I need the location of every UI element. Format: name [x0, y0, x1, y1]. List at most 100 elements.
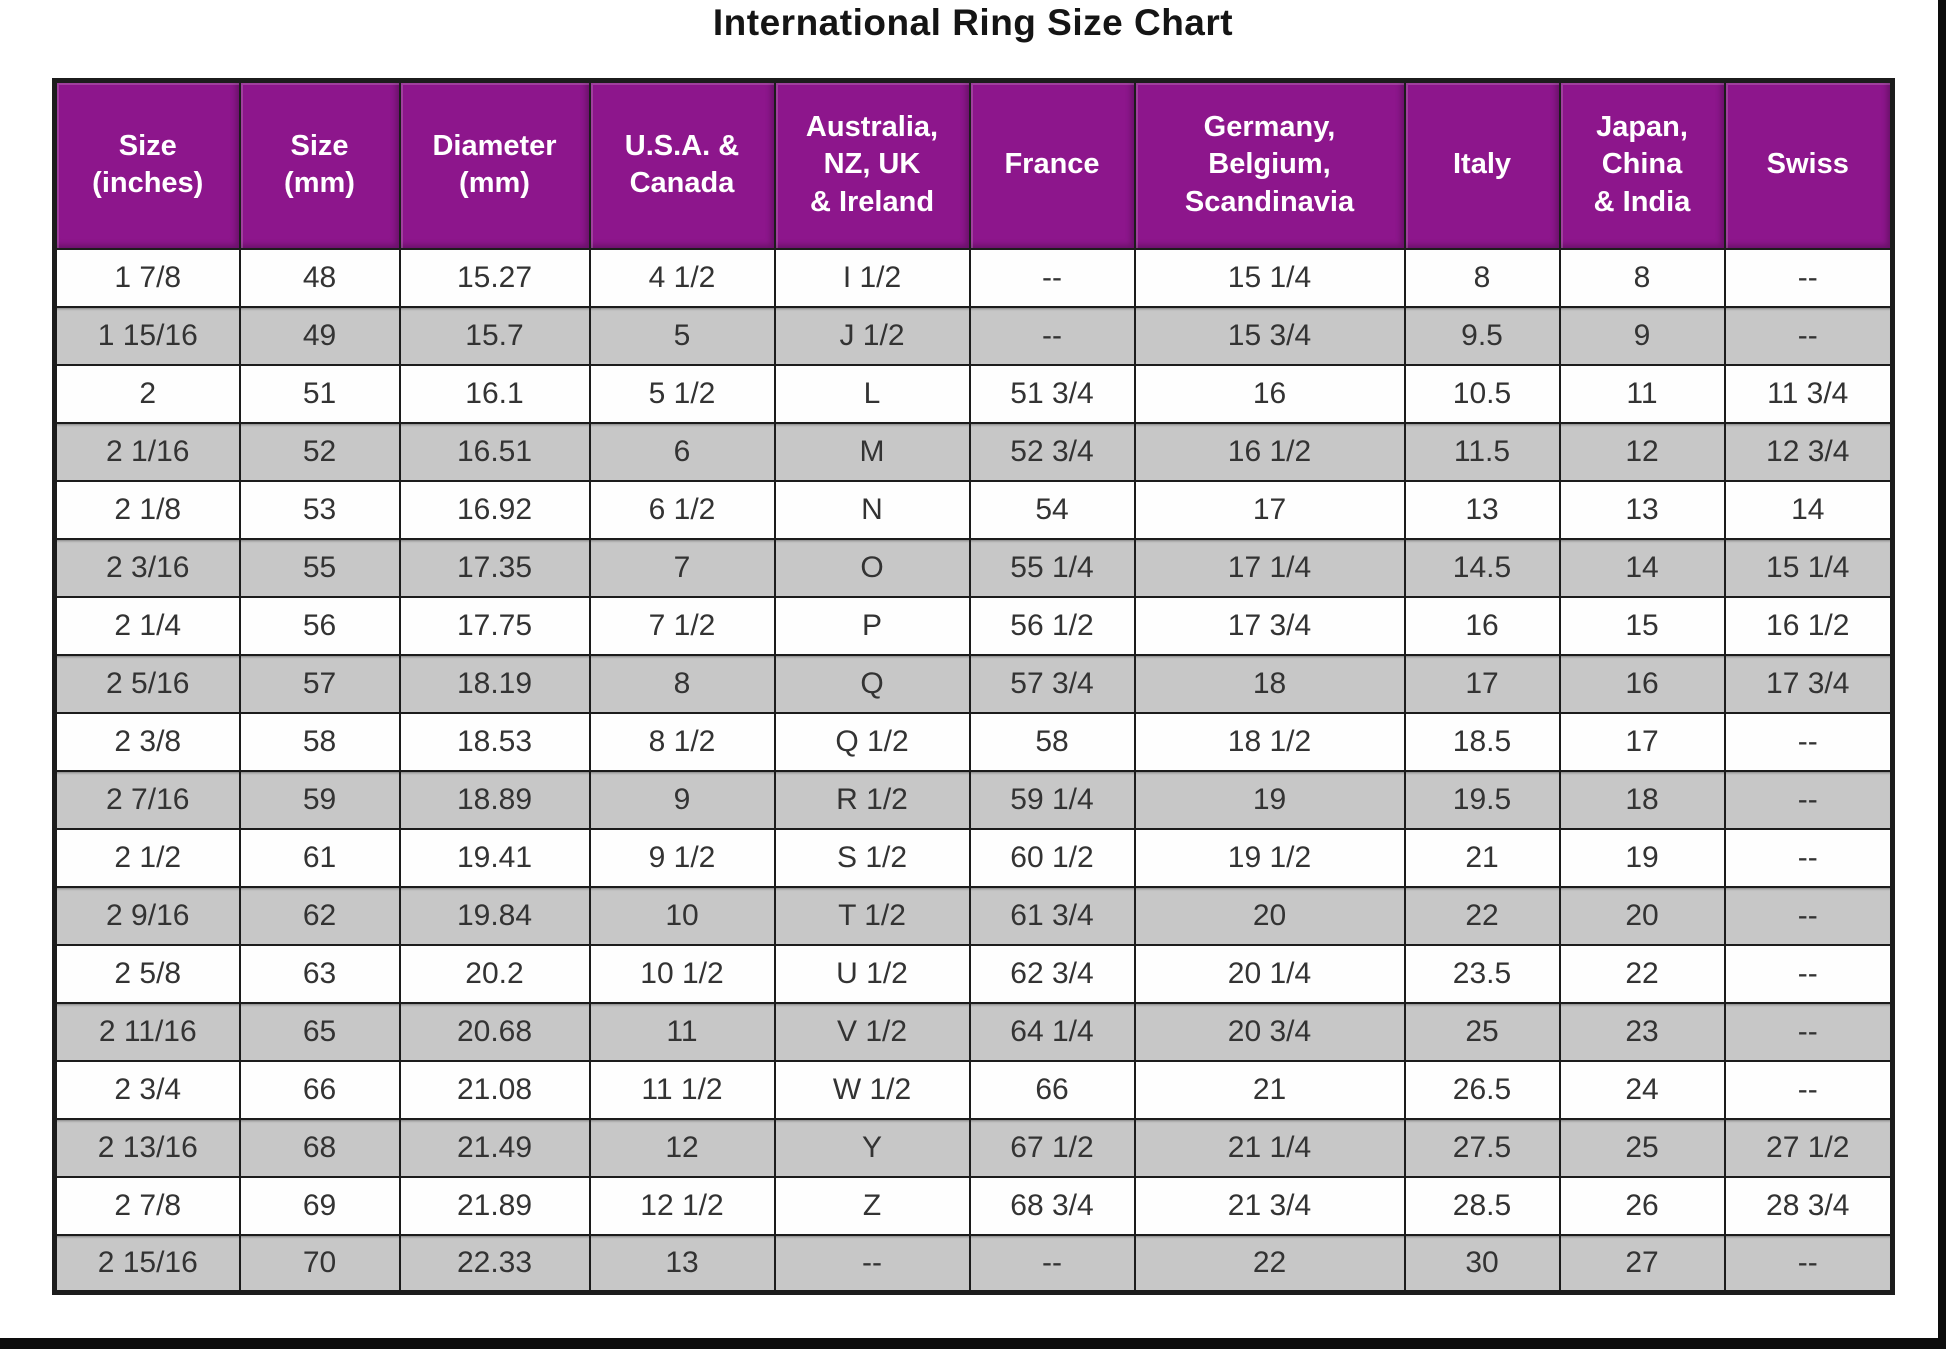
table-cell: 18.89 [398, 769, 591, 830]
table-cell: 2 13/16 [53, 1117, 241, 1178]
table-cell: 20.68 [398, 1001, 591, 1062]
table-cell: 56 1/2 [968, 595, 1136, 656]
table-cell: 15 1/4 [1723, 537, 1894, 598]
table-cell: 21.49 [398, 1117, 591, 1178]
table-cell: 14 [1723, 479, 1894, 540]
table-cell: 26 [1558, 1175, 1726, 1236]
table-cell: 2 1/2 [53, 827, 241, 888]
table-cell: -- [1723, 943, 1894, 1004]
table-cell: 66 [968, 1059, 1136, 1120]
table-cell: 2 1/16 [53, 421, 241, 482]
table-cell: 2 7/16 [53, 769, 241, 830]
table-cell: 65 [238, 1001, 401, 1062]
table-cell: V 1/2 [773, 1001, 971, 1062]
table-cell: 22 [1558, 943, 1726, 1004]
table-cell: 58 [238, 711, 401, 772]
table-cell: 18.53 [398, 711, 591, 772]
column-header: Size (inches) [53, 79, 241, 250]
table-cell: 17.35 [398, 537, 591, 598]
column-header: Size (mm) [238, 79, 401, 250]
table-row: 1 15/16 49 15.7 5 J 1/2 -- 15 3/4 9.5 9 -- [53, 305, 1894, 366]
table-cell: 23.5 [1403, 943, 1561, 1004]
table-cell: 64 1/4 [968, 1001, 1136, 1062]
column-header: Diameter (mm) [398, 79, 591, 250]
table-cell: 68 3/4 [968, 1175, 1136, 1236]
table-cell: 5 1/2 [588, 363, 776, 424]
table-cell: 27 1/2 [1723, 1117, 1894, 1178]
table-cell: 2 3/16 [53, 537, 241, 598]
table-cell: 7 1/2 [588, 595, 776, 656]
table-cell: 16 [1558, 653, 1726, 714]
table-cell: 2 7/8 [53, 1175, 241, 1236]
table-cell: 20.2 [398, 943, 591, 1004]
table-cell: -- [1723, 711, 1894, 772]
table-cell: 55 [238, 537, 401, 598]
table-cell: 12 3/4 [1723, 421, 1894, 482]
column-header: U.S.A. & Canada [588, 79, 776, 250]
table-cell: 8 1/2 [588, 711, 776, 772]
table-cell: 28.5 [1403, 1175, 1561, 1236]
table-cell: 2 15/16 [53, 1233, 241, 1294]
table-cell: 70 [238, 1233, 401, 1294]
column-header: Germany, Belgium, Scandinavia [1133, 79, 1406, 250]
table-cell: 11 [588, 1001, 776, 1062]
table-cell: -- [968, 1233, 1136, 1294]
table-row: 2 7/16 59 18.89 9 R 1/2 59 1/4 19 19.5 18 -- [53, 769, 1894, 830]
table-cell: 15.7 [398, 305, 591, 366]
table-cell: L [773, 363, 971, 424]
table-cell: 22 [1403, 885, 1561, 946]
table-cell: 68 [238, 1117, 401, 1178]
table-cell: 18.19 [398, 653, 591, 714]
table-cell: 2 5/8 [53, 943, 241, 1004]
table-cell: 12 1/2 [588, 1175, 776, 1236]
table-cell: 18 [1558, 769, 1726, 830]
table-cell: 1 7/8 [53, 247, 241, 308]
table-row: 2 1/2 61 19.41 9 1/2 S 1/2 60 1/2 19 1/2 21 19 -- [53, 827, 1894, 888]
table-cell: 62 3/4 [968, 943, 1136, 1004]
table-cell: 14 [1558, 537, 1726, 598]
table-cell: 62 [238, 885, 401, 946]
table-cell: 21 1/4 [1133, 1117, 1406, 1178]
table-cell: 30 [1403, 1233, 1561, 1294]
table-cell: 18.5 [1403, 711, 1561, 772]
table-cell: 11 [1558, 363, 1726, 424]
table-cell: 19 [1558, 827, 1726, 888]
table-cell: 15 3/4 [1133, 305, 1406, 366]
column-header: Australia, NZ, UK & Ireland [773, 79, 971, 250]
table-cell: 2 3/8 [53, 711, 241, 772]
table-row: 1 7/8 48 15.27 4 1/2 I 1/2 -- 15 1/4 8 8 -- [53, 247, 1894, 308]
table-cell: 25 [1403, 1001, 1561, 1062]
table-cell: 8 [1558, 247, 1726, 308]
page-title: International Ring Size Chart [712, 2, 1234, 43]
table-cell: 2 1/8 [53, 479, 241, 540]
table-cell: 57 [238, 653, 401, 714]
table-cell: 48 [238, 247, 401, 308]
table-cell: 57 3/4 [968, 653, 1136, 714]
table-cell: Y [773, 1117, 971, 1178]
table-cell: 66 [238, 1059, 401, 1120]
table-cell: I 1/2 [773, 247, 971, 308]
table-cell: 16.51 [398, 421, 591, 482]
table-cell: 28 3/4 [1723, 1175, 1894, 1236]
table-cell: 18 [1133, 653, 1406, 714]
table-cell: 15 [1558, 595, 1726, 656]
table-cell: -- [1723, 1059, 1894, 1120]
table-cell: -- [773, 1233, 971, 1294]
table-cell: 10.5 [1403, 363, 1561, 424]
table-cell: T 1/2 [773, 885, 971, 946]
table-cell: 61 [238, 827, 401, 888]
table-row: 2 1/8 53 16.92 6 1/2 N 54 17 13 13 14 [53, 479, 1894, 540]
table-header: Size (inches) Size (mm) Diameter (mm) U.S.A. &… [53, 79, 1894, 250]
column-header: Swiss [1723, 79, 1894, 250]
table-cell: 20 [1558, 885, 1726, 946]
table-cell: 4 1/2 [588, 247, 776, 308]
table-cell: 7 [588, 537, 776, 598]
table-cell: 18 1/2 [1133, 711, 1406, 772]
table-cell: 26.5 [1403, 1059, 1561, 1120]
table-cell: N [773, 479, 971, 540]
table-cell: -- [1723, 305, 1894, 366]
table-row: 2 5/16 57 18.19 8 Q 57 3/4 18 17 16 17 3/4 [53, 653, 1894, 714]
table-cell: -- [968, 305, 1136, 366]
table-cell: Z [773, 1175, 971, 1236]
table-cell: 16 [1403, 595, 1561, 656]
